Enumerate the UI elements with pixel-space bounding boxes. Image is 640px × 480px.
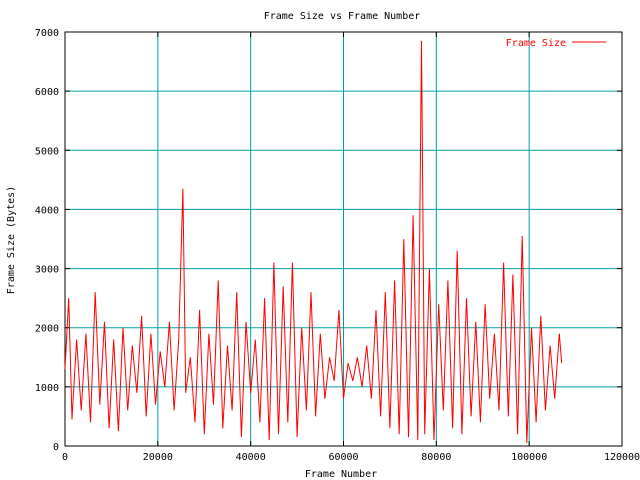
x-tick-label: 20000	[143, 452, 173, 463]
tick-labels: 0 20000 40000 60000 80000 100000 120000 0 1000 20…	[35, 28, 640, 463]
y-tick-label: 7000	[35, 28, 59, 39]
x-tick-label: 0	[62, 452, 68, 463]
legend-label: Frame Size	[506, 38, 566, 49]
y-axis-label: Frame Size (Bytes)	[6, 186, 17, 294]
chart-title: Frame Size vs Frame Number	[264, 11, 421, 22]
x-tick-label: 40000	[236, 452, 266, 463]
x-tick-label: 80000	[421, 452, 451, 463]
y-tick-label: 5000	[35, 146, 59, 157]
x-tick-label: 60000	[328, 452, 358, 463]
legend: Frame Size	[506, 38, 606, 49]
x-tick-label: 120000	[604, 452, 640, 463]
ticks	[64, 31, 623, 447]
grid	[65, 32, 622, 446]
y-tick-label: 2000	[35, 324, 59, 335]
y-tick-label: 6000	[35, 87, 59, 98]
y-tick-label: 0	[53, 442, 59, 453]
series-line-frame-size	[64, 40, 563, 444]
y-tick-label: 3000	[35, 265, 59, 276]
y-tick-label: 1000	[35, 383, 59, 394]
x-tick-label: 100000	[511, 452, 547, 463]
x-axis-label: Frame Number	[305, 469, 377, 480]
y-tick-label: 4000	[35, 205, 59, 216]
